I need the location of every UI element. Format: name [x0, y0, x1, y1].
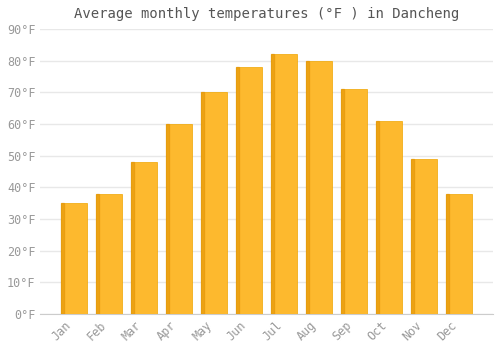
Bar	[271, 54, 274, 314]
Bar	[411, 159, 438, 314]
Bar	[61, 203, 64, 314]
Bar	[236, 67, 238, 314]
Title: Average monthly temperatures (°F ) in Dancheng: Average monthly temperatures (°F ) in Da…	[74, 7, 460, 21]
Bar	[236, 67, 262, 314]
Bar	[96, 194, 98, 314]
Bar	[166, 124, 192, 314]
Bar	[411, 159, 414, 314]
Bar	[341, 89, 367, 314]
Bar	[341, 89, 344, 314]
Bar	[376, 121, 402, 314]
Bar	[271, 54, 297, 314]
Bar	[306, 61, 332, 314]
Bar	[306, 61, 308, 314]
Bar	[376, 121, 379, 314]
Bar	[166, 124, 168, 314]
Bar	[131, 162, 157, 314]
Bar	[61, 203, 87, 314]
Bar	[446, 194, 449, 314]
Bar	[201, 92, 203, 314]
Bar	[446, 194, 472, 314]
Bar	[201, 92, 228, 314]
Bar	[131, 162, 134, 314]
Bar	[96, 194, 122, 314]
